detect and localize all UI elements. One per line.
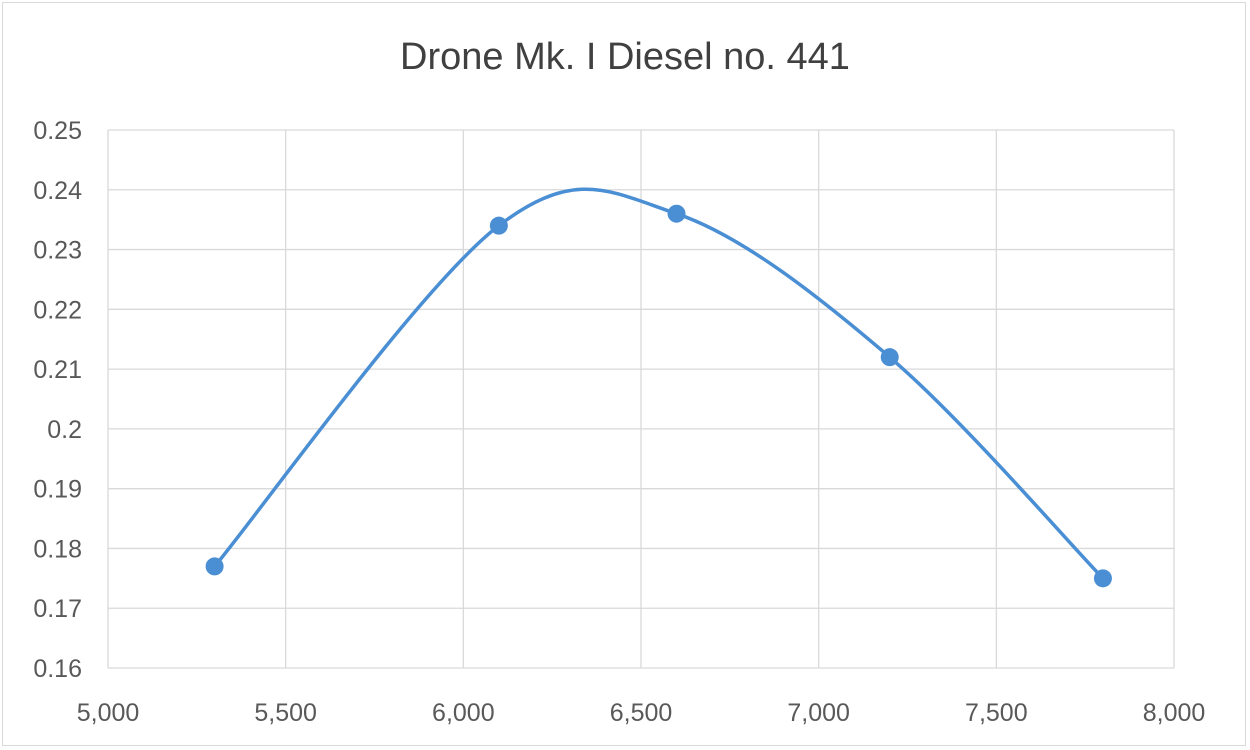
x-tick-label: 5,000 — [77, 699, 140, 727]
x-tick-label: 6,500 — [610, 699, 673, 727]
y-tick-label: 0.17 — [33, 595, 82, 623]
x-tick-label: 7,500 — [965, 699, 1028, 727]
series-line — [212, 187, 1105, 581]
y-axis-ticks: 0.16 0.17 0.18 0.19 0.2 0.21 0.22 0.23 0.24 0.25 — [33, 117, 82, 683]
data-point — [880, 348, 899, 367]
y-tick-label: 0.24 — [33, 177, 82, 205]
x-tick-label: 7,000 — [787, 699, 850, 727]
y-tick-label: 0.25 — [33, 117, 82, 145]
y-tick-label: 0.16 — [33, 655, 82, 683]
y-tick-label: 0.21 — [33, 356, 82, 384]
x-axis-ticks: 5,000 5,500 6,000 6,500 7,000 7,500 8,000 — [77, 699, 1206, 727]
x-tick-label: 6,000 — [432, 699, 495, 727]
data-point — [667, 204, 686, 223]
data-point — [1093, 569, 1112, 588]
data-point — [205, 557, 224, 576]
chart-title: Drone Mk. I Diesel no. 441 — [400, 36, 850, 78]
grid-lines — [107, 129, 1175, 669]
data-point — [489, 216, 508, 235]
x-tick-label: 5,500 — [254, 699, 317, 727]
y-tick-label: 0.22 — [33, 296, 82, 324]
y-tick-label: 0.19 — [33, 476, 82, 504]
series-layer — [205, 187, 1112, 588]
y-tick-label: 0.23 — [33, 237, 82, 265]
y-tick-label: 0.18 — [33, 535, 82, 563]
x-tick-label: 8,000 — [1143, 699, 1206, 727]
y-tick-label: 0.2 — [47, 416, 82, 444]
